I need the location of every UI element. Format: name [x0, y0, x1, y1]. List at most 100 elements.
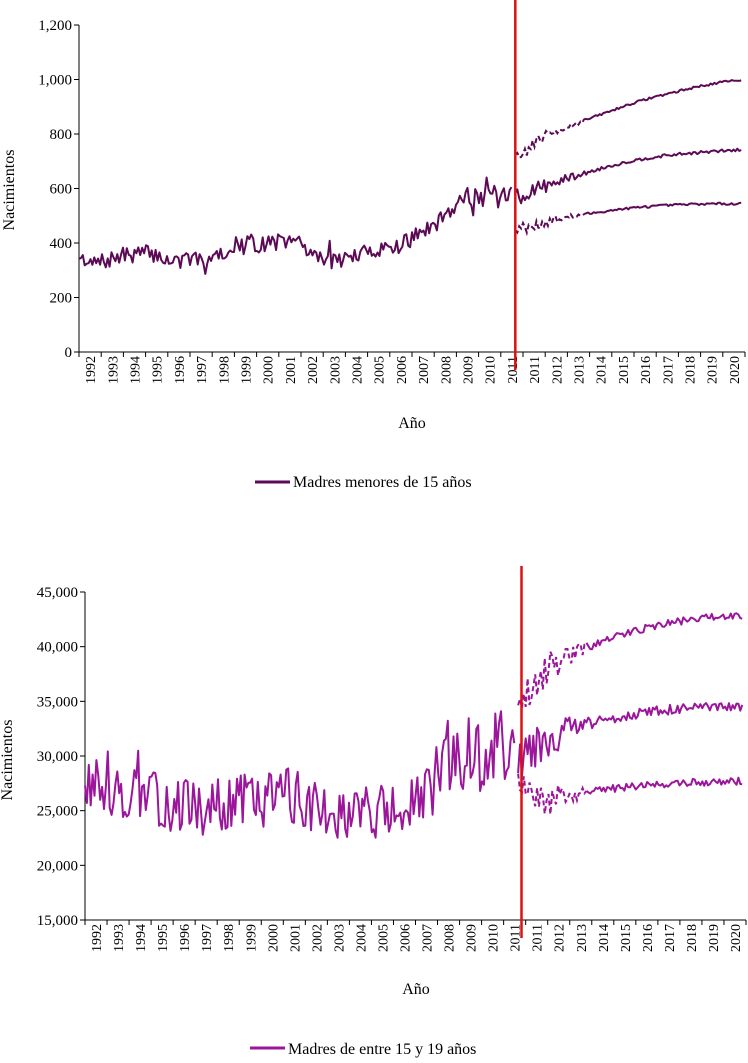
- y-tick-label: 25,000: [37, 804, 78, 820]
- x-tick-label: 1997: [200, 924, 215, 952]
- x-ticks: 1992 1993 1994 1995 1996 1997 1998 1999 2000 2001…: [84, 920, 747, 952]
- x-tick-label: 2000: [262, 356, 277, 384]
- x-tick-label: 1998: [222, 924, 237, 952]
- x-ticks: 1992 1993 1994 1995 1996 1997 1998 1999 2000 2001…: [78, 352, 746, 384]
- x-tick-label: 2009: [462, 356, 477, 384]
- x-tick-label: 2014: [597, 924, 612, 952]
- forecast-upper-line-dashed: [514, 118, 586, 159]
- y-tick-label: 600: [50, 182, 73, 198]
- forecast-upper-line-dashed: [517, 642, 588, 708]
- x-tick-label: 2011: [509, 924, 524, 951]
- x-tick-label: 2009: [465, 924, 480, 952]
- x-tick-label: 1993: [106, 356, 121, 384]
- x-tick-label: 2020: [728, 356, 743, 384]
- y-tick-label: 1,000: [38, 73, 72, 89]
- x-tick-label: 2012: [553, 924, 568, 952]
- forecast-lower-line: [583, 201, 742, 216]
- y-tick-label: 35,000: [37, 694, 78, 710]
- forecast-lower-line-dashed: [514, 212, 585, 237]
- forecast-central-line: [514, 147, 742, 205]
- y-ticks: 15,000 20,000 25,000 30,000 35,000 40,000 45,0…: [37, 585, 85, 929]
- x-tick-label: 2006: [395, 356, 410, 384]
- x-tick-label: 2003: [332, 924, 347, 952]
- x-tick-label: 2015: [619, 924, 634, 952]
- x-tick-label: 2000: [266, 924, 281, 952]
- x-tick-label: 2016: [639, 356, 654, 384]
- x-tick-label: 2012: [550, 356, 565, 384]
- x-tick-label: 2014: [595, 356, 610, 384]
- y-tick-label: 45,000: [37, 585, 78, 601]
- x-tick-label: 1995: [151, 356, 166, 384]
- x-axis-title: Año: [398, 415, 426, 432]
- x-tick-label: 2007: [421, 924, 436, 952]
- x-tick-label: 2010: [487, 924, 502, 952]
- y-tick-label: 40,000: [37, 640, 78, 656]
- x-tick-label: 2020: [729, 924, 744, 952]
- forecast-lower-line: [585, 776, 743, 795]
- legend: Madres menores de 15 años: [255, 474, 472, 491]
- y-axis-title: Nacimientos: [0, 720, 16, 801]
- x-tick-label: 2003: [328, 356, 343, 384]
- x-axis-title: Año: [402, 981, 430, 998]
- chart-madres-menores-15: 0 200 400 600 800 1,000 1,200 1992 1993 1994 1995…: [1, 0, 746, 491]
- chart-madres-15-19: 15,000 20,000 25,000 30,000 35,000 40,000 45,0…: [0, 566, 747, 1058]
- x-tick-label: 2002: [306, 356, 321, 384]
- x-tick-label: 2019: [707, 924, 722, 952]
- y-tick-label: 1,200: [38, 18, 72, 34]
- y-tick-label: 20,000: [37, 858, 78, 874]
- y-tick-label: 800: [50, 127, 73, 143]
- legend-label: Madres menores de 15 años: [293, 474, 472, 491]
- y-tick-label: 30,000: [37, 749, 78, 765]
- x-tick-label: 2016: [641, 924, 656, 952]
- x-tick-label: 1996: [173, 356, 188, 384]
- observed-series-line: [78, 176, 513, 275]
- x-tick-label: 1999: [240, 356, 255, 384]
- forecast-upper-line: [584, 79, 742, 121]
- observed-series-line: [84, 710, 516, 839]
- x-tick-label: 1996: [178, 924, 193, 952]
- x-tick-label: 2008: [439, 356, 454, 384]
- x-tick-label: 1993: [112, 924, 127, 952]
- x-tick-label: 2006: [399, 924, 414, 952]
- x-tick-label: 1997: [195, 356, 210, 384]
- x-tick-label: 1994: [134, 924, 149, 952]
- x-tick-label: 2017: [661, 356, 676, 384]
- series-lines: [84, 612, 744, 839]
- y-tick-label: 0: [65, 345, 73, 361]
- y-tick-label: 15,000: [37, 913, 78, 929]
- x-tick-label: 2001: [284, 356, 299, 384]
- x-tick-label: 2018: [684, 356, 699, 384]
- x-tick-label: 2005: [376, 924, 391, 952]
- x-tick-label: 2005: [373, 356, 388, 384]
- forecast-lower-line-dashed: [517, 773, 588, 815]
- x-tick-label: 2011: [528, 356, 543, 383]
- x-tick-label: 2019: [706, 356, 721, 384]
- y-axis-title: Nacimientos: [1, 150, 18, 231]
- x-tick-label: 2013: [573, 356, 588, 384]
- y-ticks: 0 200 400 600 800 1,000 1,200: [38, 18, 79, 361]
- x-tick-label: 2015: [617, 356, 632, 384]
- x-tick-label: 1999: [244, 924, 259, 952]
- x-tick-label: 2002: [310, 924, 325, 952]
- x-tick-label: 2011: [531, 924, 546, 951]
- x-tick-label: 2001: [288, 924, 303, 952]
- forecast-central-line: [517, 702, 744, 778]
- x-tick-label: 1998: [217, 356, 232, 384]
- y-tick-label: 200: [50, 291, 73, 307]
- x-tick-label: 2013: [575, 924, 590, 952]
- legend-label: Madres de entre 15 y 19 años: [288, 1041, 476, 1058]
- x-tick-label: 2011: [506, 356, 521, 383]
- x-tick-label: 2017: [663, 924, 678, 952]
- x-tick-label: 2004: [351, 356, 366, 384]
- x-tick-label: 2004: [354, 924, 369, 952]
- x-tick-label: 1994: [129, 356, 144, 384]
- series-lines: [78, 79, 742, 275]
- x-tick-label: 2018: [685, 924, 700, 952]
- x-tick-label: 1992: [90, 924, 105, 952]
- forecast-upper-line: [585, 612, 743, 651]
- x-tick-label: 1995: [156, 924, 171, 952]
- x-tick-label: 2008: [443, 924, 458, 952]
- x-tick-label: 2010: [484, 356, 499, 384]
- x-tick-label: 1992: [84, 356, 99, 384]
- y-tick-label: 400: [50, 236, 73, 252]
